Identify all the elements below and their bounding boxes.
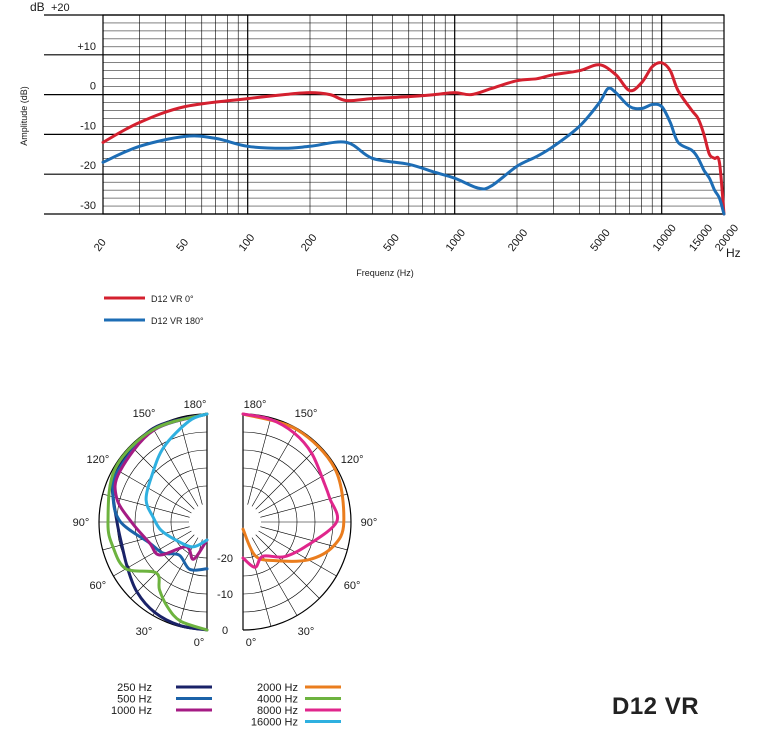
y-tick-label: -20 bbox=[80, 160, 96, 172]
x-unit-label: Hz bbox=[726, 246, 741, 260]
fr-series bbox=[101, 61, 726, 216]
x-tick-label: 50 bbox=[174, 237, 191, 254]
polar-spoke bbox=[255, 534, 320, 599]
polar-angle-label: 60° bbox=[90, 580, 107, 592]
x-tick-label: 10000 bbox=[651, 222, 679, 253]
y-tick-label: +20 bbox=[51, 2, 70, 14]
polar-series-line-3 bbox=[241, 412, 346, 563]
fr-series-line-1 bbox=[101, 86, 726, 216]
polar-series bbox=[106, 412, 346, 632]
polar-angle-label: 0° bbox=[194, 637, 205, 649]
polar-spoke bbox=[260, 493, 348, 518]
polar-radial-label: -20 bbox=[217, 553, 233, 565]
polar-spoke bbox=[251, 428, 298, 507]
polar-radial-label: -10 bbox=[217, 589, 233, 601]
fr-frame bbox=[102, 14, 725, 215]
polar-legend-label: 500 Hz bbox=[117, 694, 152, 706]
polar-series-line-5 bbox=[241, 412, 339, 569]
x-tick-label: 200 bbox=[299, 232, 320, 254]
fr-grid bbox=[44, 14, 725, 215]
polar-series-line-4 bbox=[106, 412, 209, 632]
polar-angle-label: 90° bbox=[73, 517, 90, 529]
x-tick-label: 500 bbox=[381, 232, 402, 254]
model-name: D12 VR bbox=[612, 693, 700, 720]
polar-spoke bbox=[258, 467, 337, 514]
polar-angle-label: 0° bbox=[246, 637, 257, 649]
y-tick-label: +10 bbox=[77, 41, 96, 53]
polar-labels: 180° 150° 120° 90° 60° 30° 0° 180° 150° 120° 90° 60… bbox=[73, 399, 378, 649]
polar-legend-label: 8000 Hz bbox=[257, 705, 298, 717]
fr-legend: D12 VR 0° D12 VR 180° bbox=[104, 294, 204, 326]
polar-angle-label: 30° bbox=[136, 626, 153, 638]
x-tick-label: 100 bbox=[237, 232, 258, 254]
polar-angle-label: 180° bbox=[184, 399, 207, 411]
x-tick-label: 20 bbox=[92, 237, 109, 254]
legend-label-d12-180: D12 VR 180° bbox=[151, 316, 204, 326]
fr-series-line-0 bbox=[101, 61, 726, 216]
polar-legend-label: 4000 Hz bbox=[257, 694, 298, 706]
polar-angle-label: 60° bbox=[344, 580, 361, 592]
polar-angle-label: 30° bbox=[298, 626, 315, 638]
polar-pattern-chart: 180° 150° 120° 90° 60° 30° 0° 180° 150° 120° 90° 60… bbox=[73, 399, 378, 729]
polar-spoke bbox=[152, 428, 199, 507]
polar-angle-label: 150° bbox=[133, 408, 156, 420]
y-axis-label: Amplitude (dB) bbox=[19, 86, 29, 146]
polar-legend-label: 250 Hz bbox=[117, 682, 152, 694]
polar-spoke bbox=[247, 539, 272, 627]
fr-labels: +20 +10 0 -10 -20 -30 20 50 100 200 500 1000 2000 500… bbox=[51, 2, 741, 254]
polar-legend-label: 2000 Hz bbox=[257, 682, 298, 694]
polar-angle-label: 120° bbox=[341, 454, 364, 466]
polar-spoke bbox=[113, 467, 192, 514]
x-tick-label: 15000 bbox=[687, 222, 715, 253]
x-tick-label: 2000 bbox=[506, 227, 531, 254]
x-tick-label: 1000 bbox=[444, 227, 469, 254]
polar-spoke bbox=[258, 530, 337, 577]
x-tick-label: 5000 bbox=[588, 227, 613, 254]
polar-radial-label: 0 bbox=[222, 625, 228, 637]
polar-angle-label: 90° bbox=[361, 517, 378, 529]
legend-label-d12-0: D12 VR 0° bbox=[151, 294, 194, 304]
x-axis-label: Frequenz (Hz) bbox=[356, 268, 414, 278]
y-tick-label: -10 bbox=[80, 120, 96, 132]
polar-series-line-2 bbox=[113, 412, 209, 561]
polar-spoke bbox=[255, 445, 320, 510]
polar-legend-label: 1000 Hz bbox=[111, 705, 152, 717]
polar-spoke bbox=[178, 417, 203, 505]
polar-spoke bbox=[247, 417, 272, 505]
polar-angle-label: 150° bbox=[295, 408, 318, 420]
y-tick-label: -30 bbox=[80, 200, 96, 212]
polar-spoke bbox=[251, 537, 298, 616]
polar-spoke bbox=[130, 445, 195, 510]
polar-legend-label: 16000 Hz bbox=[251, 717, 298, 729]
polar-angle-label: 180° bbox=[244, 399, 267, 411]
polar-angle-label: 120° bbox=[86, 454, 109, 466]
polar-series-line-6 bbox=[144, 412, 209, 549]
y-unit-label: dB bbox=[30, 0, 45, 14]
frequency-response-chart: +20 +10 0 -10 -20 -30 20 50 100 200 500 1000 2000 500… bbox=[19, 0, 741, 326]
y-tick-label: 0 bbox=[90, 81, 96, 93]
